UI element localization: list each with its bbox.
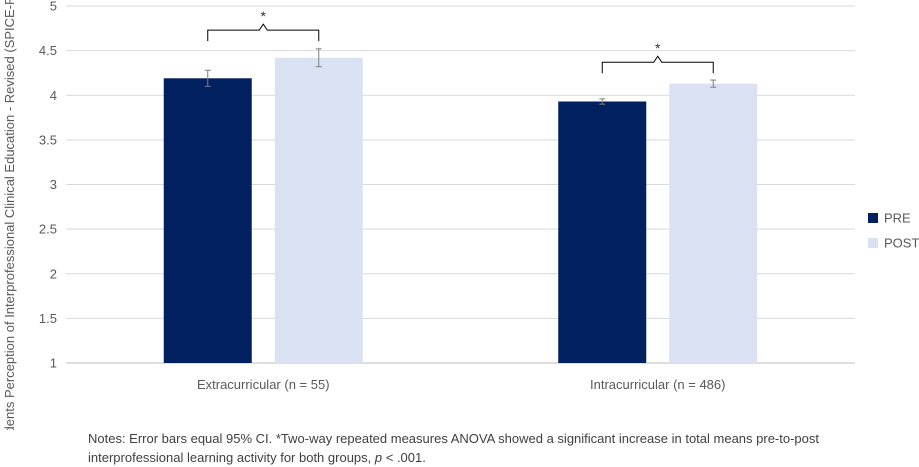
legend-item-pre: PRE <box>868 211 911 226</box>
legend-label: PRE <box>884 211 911 226</box>
chart-notes: Notes: Error bars equal 95% CI. *Two-way… <box>88 429 888 467</box>
y-tick-label: 1.5 <box>39 311 57 326</box>
error-bars <box>204 48 717 105</box>
error-bar <box>599 98 606 105</box>
legend: PRE POST <box>868 211 919 251</box>
y-tick-label: 2.5 <box>39 222 57 237</box>
y-tick-label: 4 <box>50 88 57 103</box>
p-symbol: p <box>374 450 383 465</box>
notes-text: Notes: Error bars equal 95% CI. *Two-way… <box>88 431 820 465</box>
legend-item-post: POST <box>868 236 919 251</box>
error-bar <box>315 48 322 68</box>
notes-suffix: < .001. <box>382 450 426 465</box>
bars <box>163 57 758 364</box>
y-tick-label: 5 <box>50 0 57 14</box>
significance-bracket: * <box>601 40 714 74</box>
bar-chart: 11.522.533.544.55 ** Extracurricular (n … <box>2 0 919 430</box>
legend-label: POST <box>884 236 919 251</box>
bracket-line <box>207 23 320 42</box>
y-tick-label: 3.5 <box>39 132 57 147</box>
bar-post <box>669 83 758 364</box>
y-tick-label: 4.5 <box>39 43 57 58</box>
x-category-labels: Extracurricular (n = 55) Intracurricular … <box>197 377 726 392</box>
y-tick-label: 2 <box>50 266 57 281</box>
error-bar <box>204 69 211 87</box>
x-category-label: Extracurricular (n = 55) <box>197 377 330 392</box>
y-tick-labels: 1 1.5 2 2.5 3 3.5 4 4.5 5 <box>39 0 57 371</box>
y-axis-label: Students Perception of Interprofessional… <box>2 0 17 430</box>
bar-pre <box>558 101 647 363</box>
bar-post <box>274 57 363 363</box>
significance-annotations: ** <box>207 8 714 74</box>
legend-swatch <box>868 238 878 248</box>
legend-swatch <box>868 213 878 223</box>
significance-star: * <box>655 40 661 56</box>
y-tick-label: 3 <box>50 177 57 192</box>
significance-star: * <box>261 8 267 24</box>
error-bar <box>710 79 717 88</box>
bracket-line <box>601 55 714 74</box>
y-tick-label: 1 <box>50 356 57 371</box>
x-category-label: Intracurricular (n = 486) <box>590 377 725 392</box>
significance-bracket: * <box>207 8 320 42</box>
bar-pre <box>163 78 252 363</box>
